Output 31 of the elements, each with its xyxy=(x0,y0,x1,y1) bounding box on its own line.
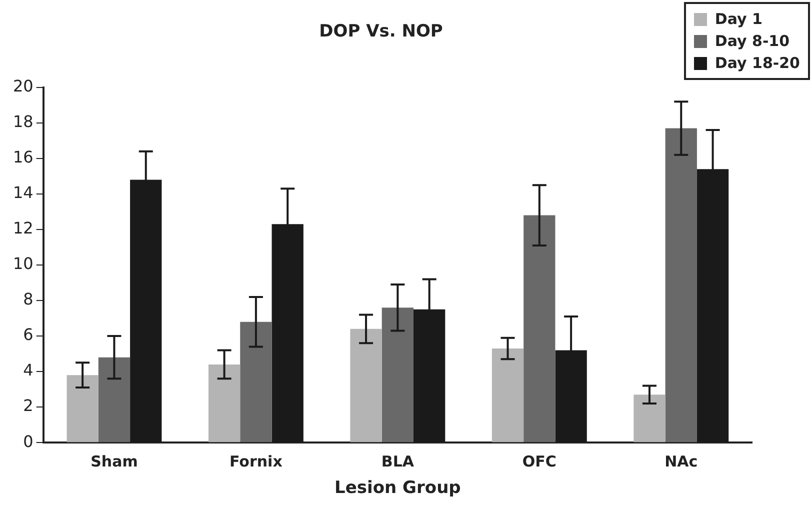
bar xyxy=(492,348,524,442)
bar xyxy=(240,322,272,442)
y-tick-label: 12 xyxy=(13,218,34,238)
y-tick-label: 0 xyxy=(23,432,34,451)
x-tick-label: NAc xyxy=(664,452,698,470)
y-tick-label: 14 xyxy=(13,183,34,202)
bar xyxy=(382,308,414,442)
legend-label: Day 18-20 xyxy=(714,53,800,74)
y-tick-label: 8 xyxy=(23,290,34,309)
y-tick-label: 10 xyxy=(13,254,34,274)
chart-title: DOP Vs. NOP xyxy=(319,22,443,42)
legend-label: Day 8-10 xyxy=(714,31,790,52)
y-tick-label: 4 xyxy=(23,360,34,380)
x-tick-label: Fornix xyxy=(230,452,283,470)
bar xyxy=(524,215,556,442)
y-tick-label: 18 xyxy=(13,112,34,132)
x-axis-title: Lesion Group xyxy=(334,478,461,498)
legend-label: Day 1 xyxy=(714,9,762,30)
bar xyxy=(634,394,666,442)
x-tick-label: Sham xyxy=(90,452,138,470)
y-tick-label: 20 xyxy=(13,76,34,96)
y-tick-label: 2 xyxy=(23,396,34,416)
bar xyxy=(208,364,240,442)
bar xyxy=(98,357,130,442)
bar xyxy=(665,128,697,442)
x-tick-label: BLA xyxy=(381,452,414,470)
bar xyxy=(66,375,98,442)
x-tick-label: OFC xyxy=(522,452,556,470)
bar xyxy=(350,328,382,442)
y-tick-label: 16 xyxy=(13,148,34,167)
y-tick-label: 6 xyxy=(23,325,34,344)
